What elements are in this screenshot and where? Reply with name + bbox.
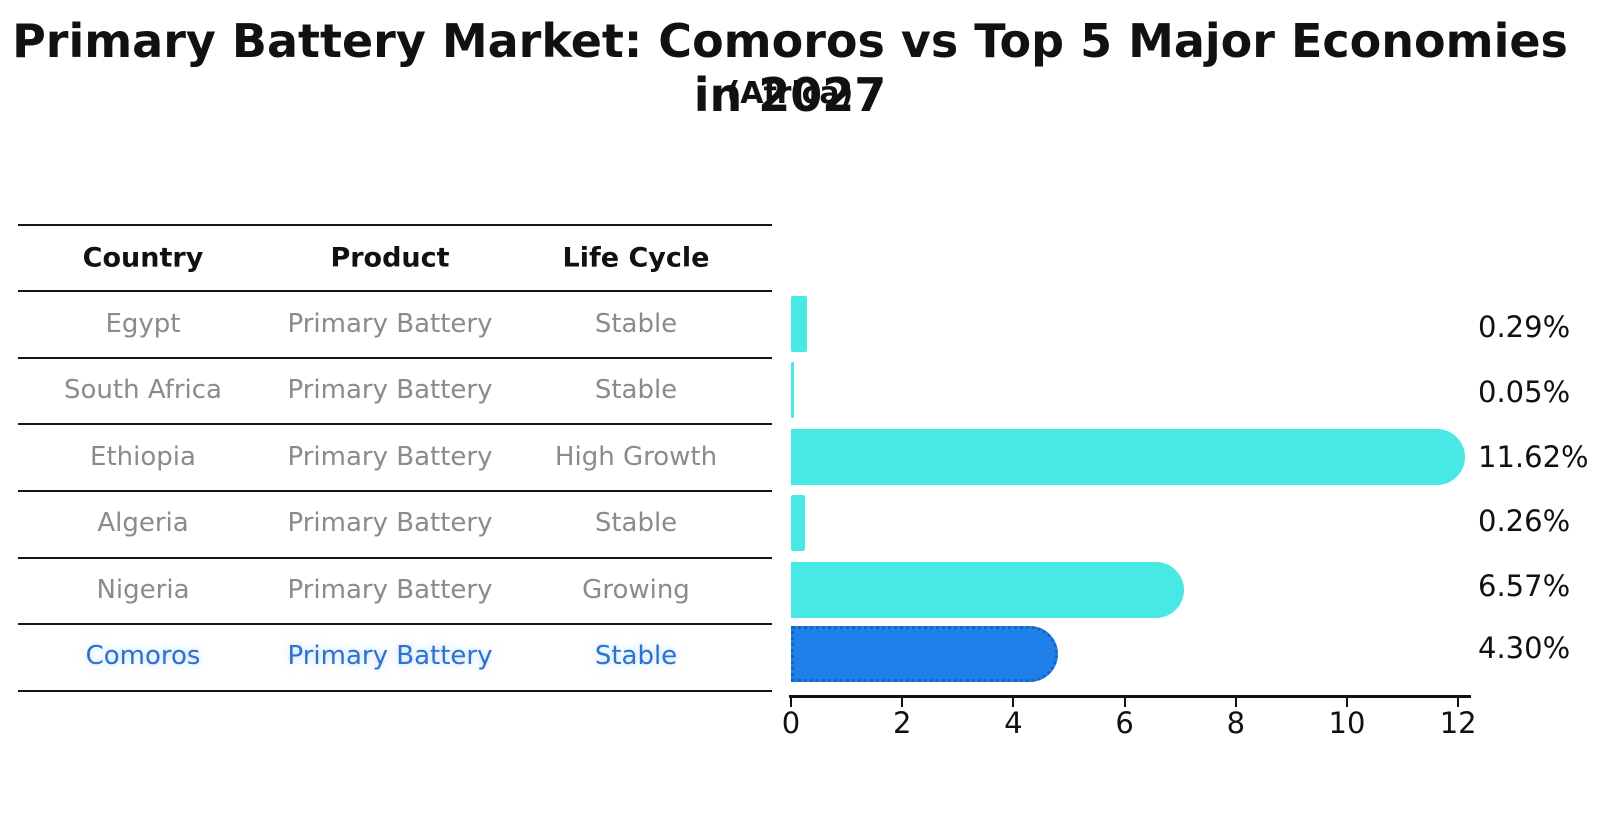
bar-comoros-highlight [791,626,1059,682]
value-label: 0.05% [1478,375,1571,409]
table-divider [18,290,772,292]
value-label: 11.62% [1478,440,1589,474]
cell-product-highlight: Primary Battery [287,641,493,671]
table-divider [18,423,772,425]
cell-country: Ethiopia [90,442,196,472]
bar-ethiopia [791,429,1466,485]
cell-country: South Africa [64,375,222,405]
x-tick-label: 8 [1226,706,1246,740]
value-label: 6.57% [1478,569,1571,603]
column-header-life-cycle: Life Cycle [562,242,710,274]
table-divider [18,357,772,359]
x-tick [1123,698,1126,707]
cell-country-highlight: Comoros [85,641,201,671]
cell-life-cycle: Stable [594,508,678,538]
cell-product: Primary Battery [287,575,493,605]
x-tick-label: 2 [892,706,912,740]
value-label: 0.26% [1478,504,1571,538]
cell-product: Primary Battery [287,508,493,538]
table-divider [18,224,772,226]
bar-egypt [791,296,808,352]
column-header-country: Country [82,242,204,274]
x-tick [1012,698,1015,707]
cell-product: Primary Battery [287,309,493,339]
x-tick-label: 0 [781,706,801,740]
cell-country: Egypt [105,309,181,339]
value-label: 4.30% [1478,631,1571,665]
table-divider [18,557,772,559]
table-divider [18,690,772,692]
bar-nigeria [791,562,1185,618]
chart-title: Primary Battery Market: Comoros vs Top 5… [12,14,1568,122]
x-tick-label: 10 [1328,706,1366,740]
table-divider [18,623,772,625]
cell-product: Primary Battery [287,375,493,405]
cell-product: Primary Battery [287,442,493,472]
cell-life-cycle: Stable [594,309,678,339]
column-header-product: Product [330,242,450,274]
x-tick-label: 12 [1439,706,1477,740]
cell-life-cycle: Stable [594,375,678,405]
cell-life-cycle: High Growth [554,442,718,472]
value-label: 0.29% [1478,310,1571,344]
bar-south-africa [791,362,794,418]
x-tick-label: 6 [1115,706,1134,740]
x-tick [1457,698,1460,707]
x-tick [901,698,904,707]
table-divider [18,490,772,492]
x-tick [1346,698,1348,707]
bar-algeria [791,495,806,551]
x-tick-label: 4 [1004,706,1023,740]
cell-country: Algeria [97,508,189,538]
cell-life-cycle: Growing [582,575,690,605]
cell-country: Nigeria [96,575,190,605]
x-tick [790,698,792,707]
x-axis-line [789,695,1471,698]
x-tick [1234,698,1237,707]
cell-life-cycle-highlight: Stable [594,641,678,671]
chart-subtitle: (Africa) [726,76,854,111]
